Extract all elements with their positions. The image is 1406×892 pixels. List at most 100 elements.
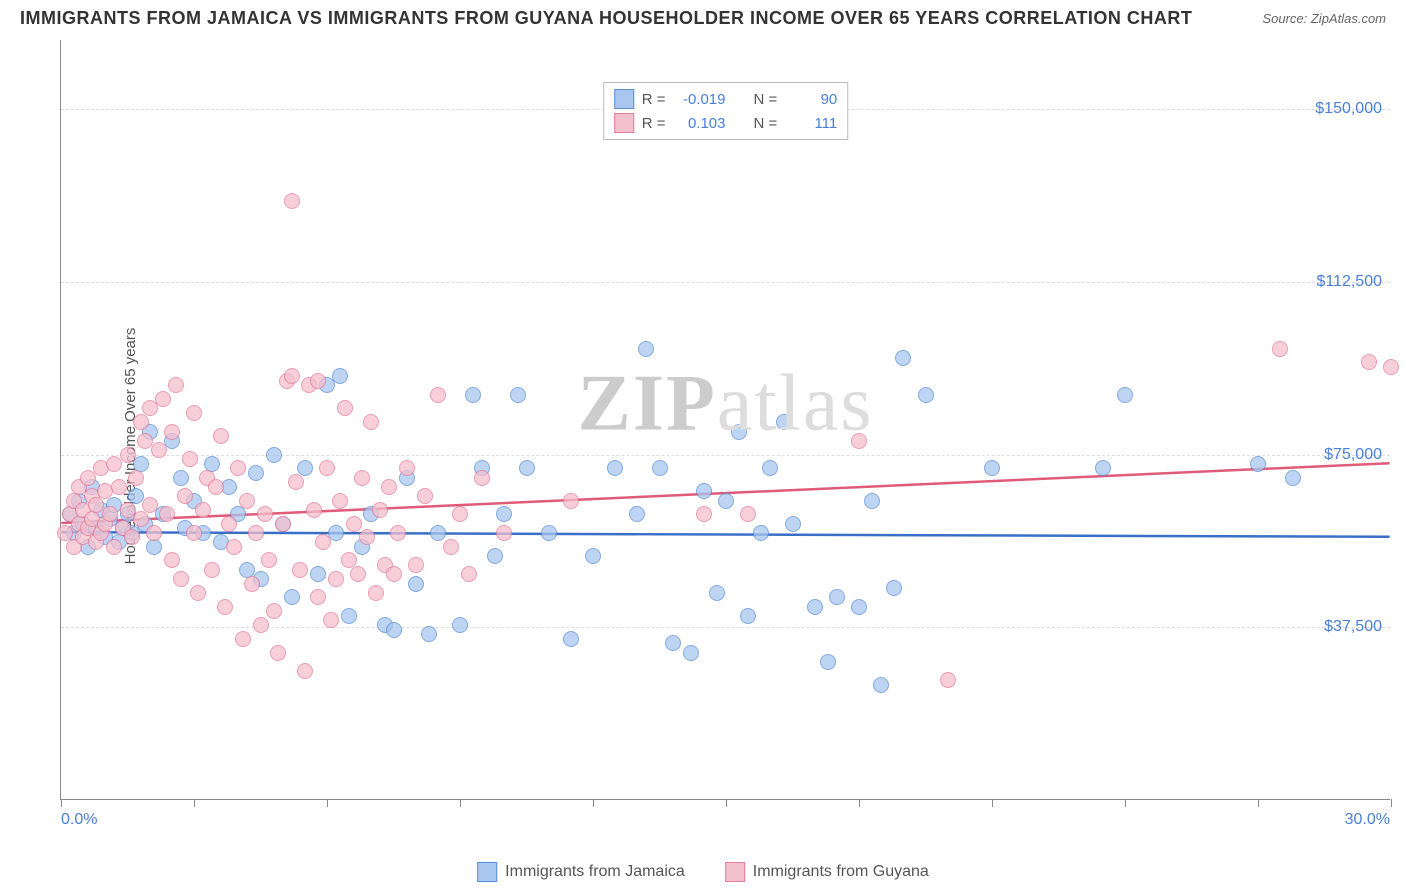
scatter-point — [146, 525, 162, 541]
scatter-point — [270, 645, 286, 661]
scatter-point — [696, 506, 712, 522]
scatter-point — [829, 589, 845, 605]
scatter-point — [519, 460, 535, 476]
scatter-point — [332, 493, 348, 509]
scatter-point — [323, 612, 339, 628]
scatter-point — [328, 571, 344, 587]
scatter-point — [709, 585, 725, 601]
scatter-point — [487, 548, 503, 564]
scatter-point — [940, 672, 956, 688]
scatter-point — [248, 465, 264, 481]
scatter-point — [288, 474, 304, 490]
scatter-point — [585, 548, 601, 564]
scatter-point — [1361, 354, 1377, 370]
r-label: R = — [642, 115, 666, 132]
scatter-point — [111, 479, 127, 495]
scatter-point — [762, 460, 778, 476]
scatter-point — [1117, 387, 1133, 403]
scatter-point — [217, 599, 233, 615]
chart-title: IMMIGRANTS FROM JAMAICA VS IMMIGRANTS FR… — [20, 8, 1192, 29]
scatter-point — [133, 511, 149, 527]
scatter-point — [629, 506, 645, 522]
legend-swatch — [614, 113, 634, 133]
scatter-point — [386, 566, 402, 582]
scatter-point — [864, 493, 880, 509]
trend-lines-layer — [61, 40, 1390, 799]
scatter-point — [221, 516, 237, 532]
scatter-point — [1095, 460, 1111, 476]
scatter-point — [341, 608, 357, 624]
scatter-point — [106, 539, 122, 555]
scatter-point — [164, 552, 180, 568]
x-tick — [1391, 799, 1392, 807]
scatter-point — [731, 424, 747, 440]
scatter-point — [417, 488, 433, 504]
scatter-point — [665, 635, 681, 651]
series-legend: Immigrants from JamaicaImmigrants from G… — [477, 862, 929, 882]
x-axis-start-label: 0.0% — [61, 811, 97, 829]
x-tick — [194, 799, 195, 807]
scatter-point — [120, 447, 136, 463]
scatter-point — [359, 529, 375, 545]
scatter-point — [408, 576, 424, 592]
correlation-stats-legend: R =-0.019N =90R =0.103N =111 — [603, 82, 849, 140]
scatter-point — [683, 645, 699, 661]
scatter-point — [851, 599, 867, 615]
scatter-point — [284, 368, 300, 384]
scatter-point — [208, 479, 224, 495]
chart-plot-area: ZIPatlas R =-0.019N =90R =0.103N =111 0.… — [60, 40, 1390, 800]
scatter-point — [1285, 470, 1301, 486]
scatter-point — [159, 506, 175, 522]
legend-swatch — [614, 89, 634, 109]
scatter-point — [133, 414, 149, 430]
scatter-point — [346, 516, 362, 532]
scatter-point — [310, 566, 326, 582]
scatter-point — [461, 566, 477, 582]
scatter-point — [372, 502, 388, 518]
scatter-point — [984, 460, 1000, 476]
scatter-point — [124, 529, 140, 545]
r-label: R = — [642, 91, 666, 108]
scatter-point — [248, 525, 264, 541]
scatter-point — [652, 460, 668, 476]
scatter-point — [168, 377, 184, 393]
scatter-point — [186, 405, 202, 421]
scatter-point — [1250, 456, 1266, 472]
scatter-point — [474, 470, 490, 486]
scatter-point — [275, 516, 291, 532]
scatter-point — [226, 539, 242, 555]
scatter-point — [337, 400, 353, 416]
scatter-point — [895, 350, 911, 366]
scatter-point — [182, 451, 198, 467]
scatter-point — [368, 585, 384, 601]
r-value: -0.019 — [674, 91, 726, 108]
scatter-point — [164, 424, 180, 440]
scatter-point — [918, 387, 934, 403]
scatter-point — [173, 571, 189, 587]
source-attribution: Source: ZipAtlas.com — [1262, 11, 1386, 26]
legend-label: Immigrants from Jamaica — [505, 863, 685, 881]
scatter-point — [284, 589, 300, 605]
scatter-point — [496, 506, 512, 522]
scatter-point — [319, 460, 335, 476]
x-tick — [327, 799, 328, 807]
legend-item: Immigrants from Jamaica — [477, 862, 685, 882]
scatter-point — [310, 589, 326, 605]
scatter-point — [465, 387, 481, 403]
y-tick-label: $75,000 — [1324, 446, 1382, 464]
scatter-point — [266, 447, 282, 463]
scatter-point — [886, 580, 902, 596]
scatter-point — [386, 622, 402, 638]
scatter-point — [292, 562, 308, 578]
scatter-point — [452, 617, 468, 633]
scatter-point — [740, 608, 756, 624]
watermark: ZIPatlas — [578, 359, 874, 450]
scatter-point — [563, 493, 579, 509]
scatter-point — [408, 557, 424, 573]
scatter-point — [261, 552, 277, 568]
y-tick-label: $112,500 — [1316, 273, 1382, 291]
x-tick — [593, 799, 594, 807]
scatter-point — [253, 617, 269, 633]
scatter-point — [350, 566, 366, 582]
scatter-point — [186, 525, 202, 541]
